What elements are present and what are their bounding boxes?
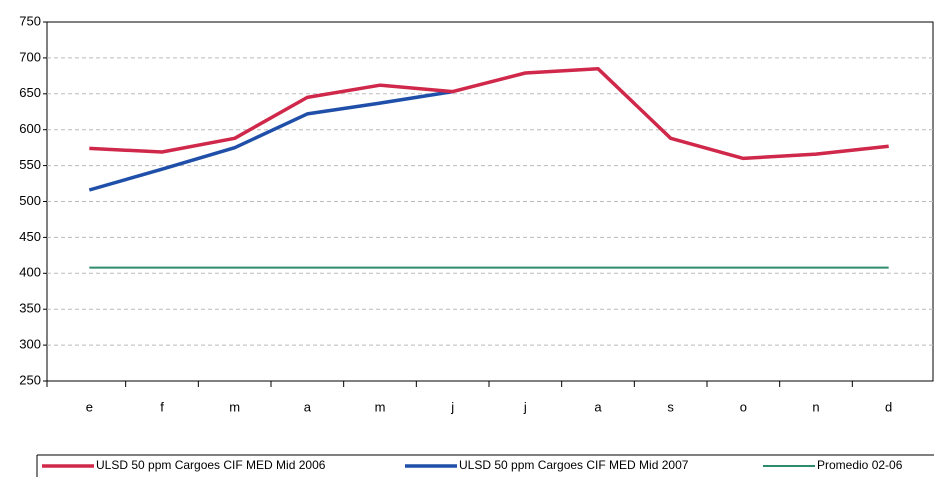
- y-tick-label: 600: [19, 121, 41, 136]
- x-tick-label: a: [594, 399, 602, 414]
- series-line: [89, 66, 889, 161]
- y-tick-label: 750: [19, 13, 41, 28]
- x-tick-label: e: [86, 399, 93, 414]
- x-tick-label: m: [229, 399, 240, 414]
- y-tick-label: 500: [19, 193, 41, 208]
- x-tick-label: j: [450, 399, 454, 414]
- y-tick-label: 700: [19, 49, 41, 64]
- x-tick-label: m: [375, 399, 386, 414]
- x-tick-label: j: [523, 399, 527, 414]
- y-tick-label: 300: [19, 337, 41, 352]
- y-tick-label: 650: [19, 85, 41, 100]
- y-tick-label: 400: [19, 265, 41, 280]
- x-tick-label: f: [160, 399, 164, 414]
- y-tick-label: 350: [19, 301, 41, 316]
- x-tick-label: a: [304, 399, 312, 414]
- legend-label: ULSD 50 ppm Cargoes CIF MED Mid 2006: [96, 458, 326, 472]
- x-tick-label: o: [740, 399, 747, 414]
- y-tick-label: 450: [19, 229, 41, 244]
- y-tick-label: 550: [19, 157, 41, 172]
- series-line: [88, 89, 453, 192]
- x-tick-label: s: [667, 399, 674, 414]
- y-tick-label: 250: [19, 372, 41, 387]
- x-tick-label: d: [885, 399, 892, 414]
- x-tick-label: n: [812, 399, 819, 414]
- legend-label: Promedio 02-06: [817, 458, 903, 472]
- legend-label: ULSD 50 ppm Cargoes CIF MED Mid 2007: [459, 458, 689, 472]
